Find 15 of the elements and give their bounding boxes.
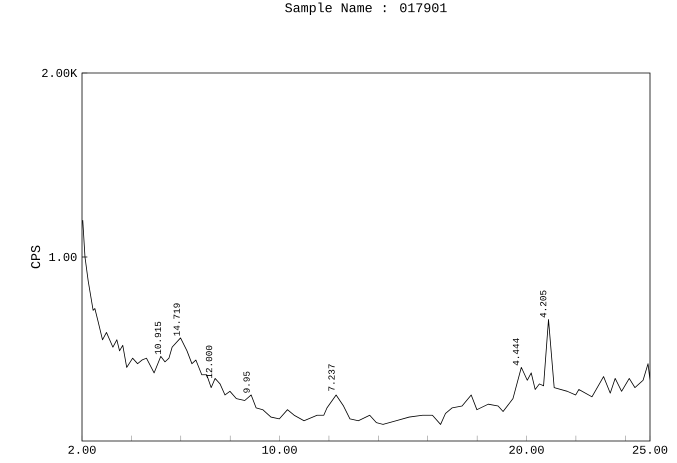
annotation: 4.205 — [540, 290, 546, 318]
y-tick-label: 2.00K — [42, 68, 78, 78]
chart-title: Sample Name : 017901 — [285, 2, 447, 15]
x-tick-label: 25.00 — [632, 446, 668, 454]
y-tick-label: 1.00 — [49, 252, 77, 262]
x-tick-label: 10.00 — [262, 446, 297, 454]
annotation: 4.444 — [512, 338, 520, 366]
annotation: 7.237 — [328, 364, 335, 391]
annotation: 14.719 — [174, 303, 180, 336]
annotation: 12.000 — [206, 346, 212, 378]
x-tick-label: 2.00 — [68, 446, 96, 454]
annotation: 10.915 — [154, 322, 162, 354]
annotation: 9.95 — [243, 372, 250, 393]
y-axis-title: CPS — [31, 246, 40, 268]
x-tick-label: 20.00 — [509, 446, 544, 454]
